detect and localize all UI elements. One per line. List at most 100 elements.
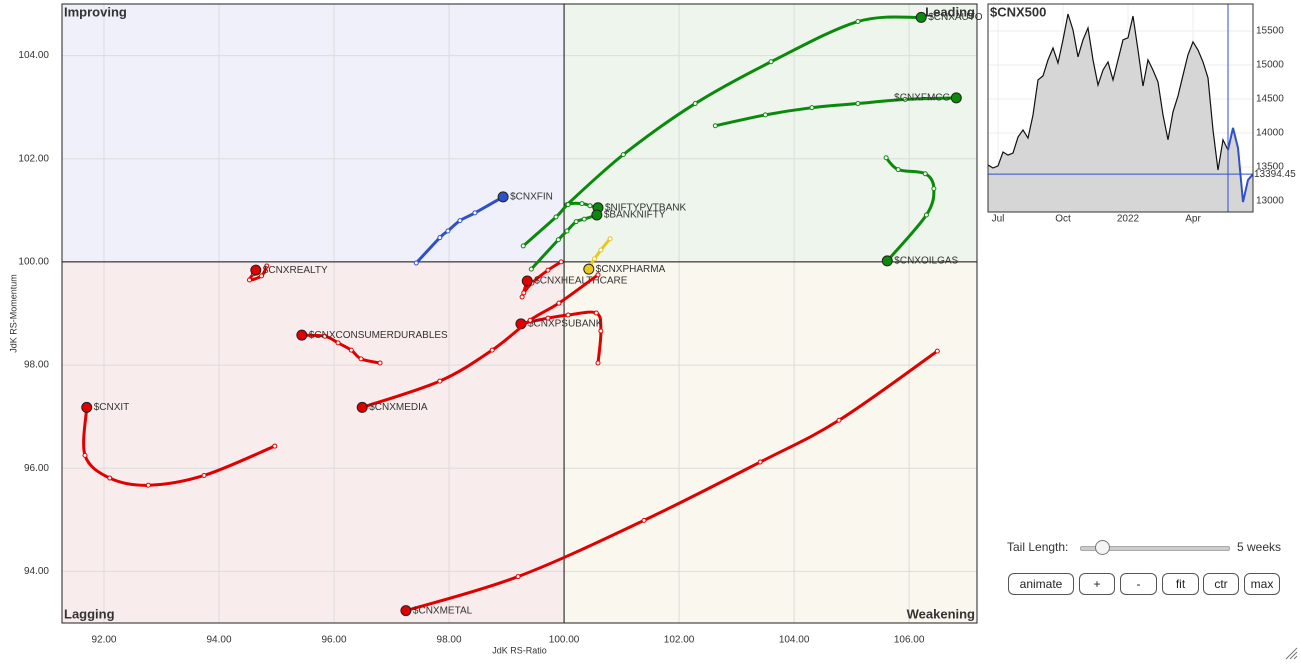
tail-point xyxy=(556,300,562,306)
series-label: $CNXPSUBANK xyxy=(528,318,603,329)
slider-knob[interactable] xyxy=(1095,540,1110,555)
tail-point xyxy=(573,219,579,225)
tail-point xyxy=(923,212,929,218)
tail-point xyxy=(413,260,419,266)
quadrant xyxy=(564,4,977,262)
series-label: $CNXHEALTHCARE xyxy=(534,276,627,287)
tail-label: Tail Length: xyxy=(1007,540,1069,554)
x-tick-label: 102.00 xyxy=(664,635,695,646)
x-tick-label: 92.00 xyxy=(91,635,116,646)
tail-point xyxy=(712,123,718,129)
tail-point xyxy=(521,290,527,296)
tail-point xyxy=(587,203,593,209)
y-tick-label: 96.00 xyxy=(24,463,49,474)
tail-point xyxy=(620,152,626,158)
slider-track[interactable] xyxy=(1080,546,1230,551)
tail-point xyxy=(358,356,364,362)
x-tick-label: 96.00 xyxy=(322,635,347,646)
x-tick-label: 100.00 xyxy=(549,635,580,646)
quadrant-label: Leading xyxy=(925,4,975,19)
tail-point xyxy=(902,96,908,102)
tail-point xyxy=(922,171,928,177)
plot-frame xyxy=(61,3,978,624)
series-label: $CNXFIN xyxy=(510,192,553,203)
button[interactable]: fit xyxy=(1162,573,1199,595)
tail-point xyxy=(595,360,601,366)
quadrant xyxy=(62,4,565,262)
x-tick-label: 104.00 xyxy=(779,635,810,646)
resize-grip[interactable] xyxy=(1284,646,1298,660)
tail-point xyxy=(82,452,88,458)
y-tick-label: 94.00 xyxy=(24,566,49,577)
head-point xyxy=(591,209,603,221)
tail-point xyxy=(883,155,889,161)
tail-point xyxy=(809,105,815,111)
series-label: $CNXPHARMA xyxy=(596,264,666,275)
tail-point xyxy=(322,333,328,339)
tail-point xyxy=(545,267,551,273)
tail-point xyxy=(348,347,354,353)
tail-point xyxy=(934,348,940,354)
y-tick-label: 15000 xyxy=(1256,60,1284,71)
tail-price-line xyxy=(1227,127,1254,203)
x-tick-label: Apr xyxy=(1185,214,1201,225)
button[interactable]: - xyxy=(1120,573,1157,595)
tail-line xyxy=(404,349,939,613)
quadrant-label: Lagging xyxy=(64,606,115,621)
tail-point xyxy=(201,472,207,478)
series-label: $CNXMEDIA xyxy=(369,402,428,413)
mini-title: $CNX500 xyxy=(990,4,1046,19)
x-tick-label: 2022 xyxy=(1117,214,1140,225)
y-tick-label: 102.00 xyxy=(18,153,49,164)
tail-point xyxy=(607,236,613,242)
tail-point xyxy=(931,186,937,192)
series-label: $CNXMETAL xyxy=(413,605,473,616)
tail-point xyxy=(558,259,564,265)
y-tick-label: 13500 xyxy=(1256,162,1284,173)
tail-point xyxy=(145,482,151,488)
tail-point xyxy=(768,59,774,65)
x-axis-label: JdK RS-Ratio xyxy=(492,645,547,655)
tail-point xyxy=(515,574,521,580)
tail-point xyxy=(107,475,113,481)
head-point xyxy=(497,191,509,203)
quadrant xyxy=(62,261,565,623)
tail-point xyxy=(520,243,526,249)
quadrant xyxy=(564,261,977,623)
tail-point xyxy=(246,277,252,283)
button[interactable]: max xyxy=(1244,573,1280,595)
tail-value: 5 weeks xyxy=(1237,540,1282,554)
tail-line xyxy=(713,96,958,128)
y-tick-label: 15500 xyxy=(1256,26,1284,37)
head-point xyxy=(881,255,893,267)
button[interactable]: animate xyxy=(1008,573,1074,595)
tail-point xyxy=(855,19,861,25)
tail-point xyxy=(555,237,561,243)
head-point xyxy=(583,263,595,275)
tail-point xyxy=(564,228,570,234)
quadrant-label: Improving xyxy=(64,4,127,19)
series-label: $CNXOILGAS xyxy=(894,256,958,267)
button[interactable]: + xyxy=(1079,573,1115,595)
tail-point xyxy=(528,266,534,272)
head-point xyxy=(915,11,927,23)
tail-point xyxy=(553,214,559,220)
x-tick-label: Jul xyxy=(992,214,1005,225)
tail-point xyxy=(598,247,604,253)
series-label: $CNXFMCG xyxy=(894,93,950,104)
head-point xyxy=(521,275,533,287)
tail-point xyxy=(855,101,861,107)
tail-point xyxy=(437,235,443,241)
tail-point xyxy=(592,256,598,262)
tail-point xyxy=(377,360,383,366)
tail-point xyxy=(641,517,647,523)
series-label: $CNXIT xyxy=(94,402,130,413)
head-point xyxy=(296,329,308,341)
tail-point xyxy=(593,310,599,316)
tail-point xyxy=(762,112,768,118)
button[interactable]: ctr xyxy=(1203,573,1239,595)
current-value-label: 13394.45 xyxy=(1254,169,1296,180)
tail-point xyxy=(565,312,571,318)
tail-line xyxy=(565,15,923,207)
